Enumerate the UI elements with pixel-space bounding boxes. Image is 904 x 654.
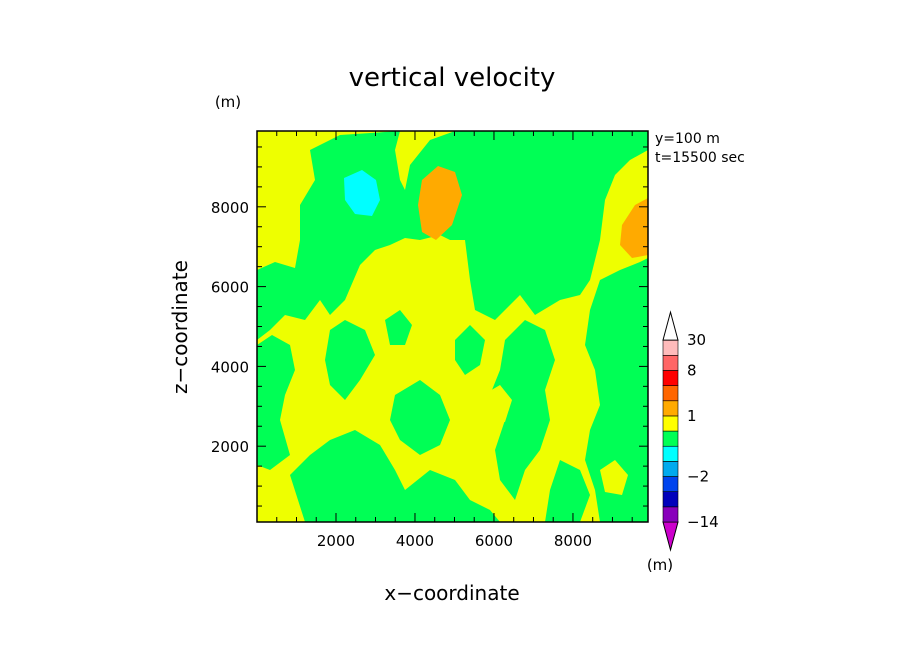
field-updraft	[483, 385, 512, 422]
field-weak-downdraft	[455, 325, 485, 375]
field-weak-downdraft	[257, 335, 295, 470]
colorbar-unit: (m)	[647, 556, 673, 574]
colorbar-segment	[662, 370, 679, 386]
y-axis: 2000 4000 6000 8000	[211, 146, 648, 507]
colorbar-segment	[662, 400, 679, 417]
y-axis-unit: (m)	[215, 93, 241, 111]
x-axis: 2000 4000 6000 8000	[276, 131, 633, 550]
x-tick-label: 8000	[554, 532, 592, 550]
chart-title: vertical velocity	[349, 63, 556, 93]
x-tick-label: 4000	[396, 532, 434, 550]
field-moderate-updraft	[620, 198, 648, 258]
colorbar-segment	[662, 355, 679, 371]
field-weak-downdraft	[390, 380, 450, 455]
field-weak-downdraft	[385, 310, 412, 345]
field-moderate-downdraft	[344, 170, 380, 216]
colorbar-label: −2	[687, 468, 709, 486]
y-axis-label: z−coordinate	[168, 260, 192, 394]
colorbar-segment	[662, 415, 679, 432]
field-weak-downdraft	[490, 320, 555, 500]
colorbar-high-arrow	[662, 310, 679, 341]
colorbar-segment	[662, 506, 679, 523]
field-weak-downdraft	[290, 430, 500, 522]
colorbar-segment	[662, 445, 679, 462]
y-tick-label: 6000	[211, 279, 249, 297]
colorbar-segment	[662, 461, 679, 477]
annotation-y: y=100 m	[655, 131, 720, 147]
x-tick-label: 6000	[475, 532, 513, 550]
y-tick-label: 2000	[211, 438, 249, 456]
annotation-t: t=15500 sec	[655, 150, 745, 166]
y-tick-label: 4000	[211, 358, 249, 376]
field-weak-downdraft	[545, 460, 590, 522]
colorbar-segment	[662, 491, 679, 508]
x-axis-label: x−coordinate	[384, 581, 519, 605]
colorbar-label: −14	[687, 513, 719, 531]
field-updraft	[600, 460, 628, 495]
colorbar-segment	[662, 476, 679, 492]
colorbar-label: 1	[687, 407, 697, 425]
colorbar-label: 30	[687, 331, 706, 349]
field-weak-downdraft	[585, 258, 648, 522]
field-weak-downdraft	[325, 320, 375, 400]
plot-area	[257, 131, 648, 522]
colorbar-low-arrow	[662, 521, 679, 552]
colorbar-segment	[662, 339, 679, 356]
field-moderate-updraft	[418, 166, 462, 240]
colorbar: 30 8 1 −2 −14	[662, 310, 719, 552]
x-tick-label: 2000	[317, 532, 355, 550]
colorbar-label: 8	[687, 361, 697, 379]
y-tick-label: 8000	[211, 199, 249, 217]
colorbar-segment	[662, 430, 679, 447]
colorbar-segment	[662, 385, 679, 402]
